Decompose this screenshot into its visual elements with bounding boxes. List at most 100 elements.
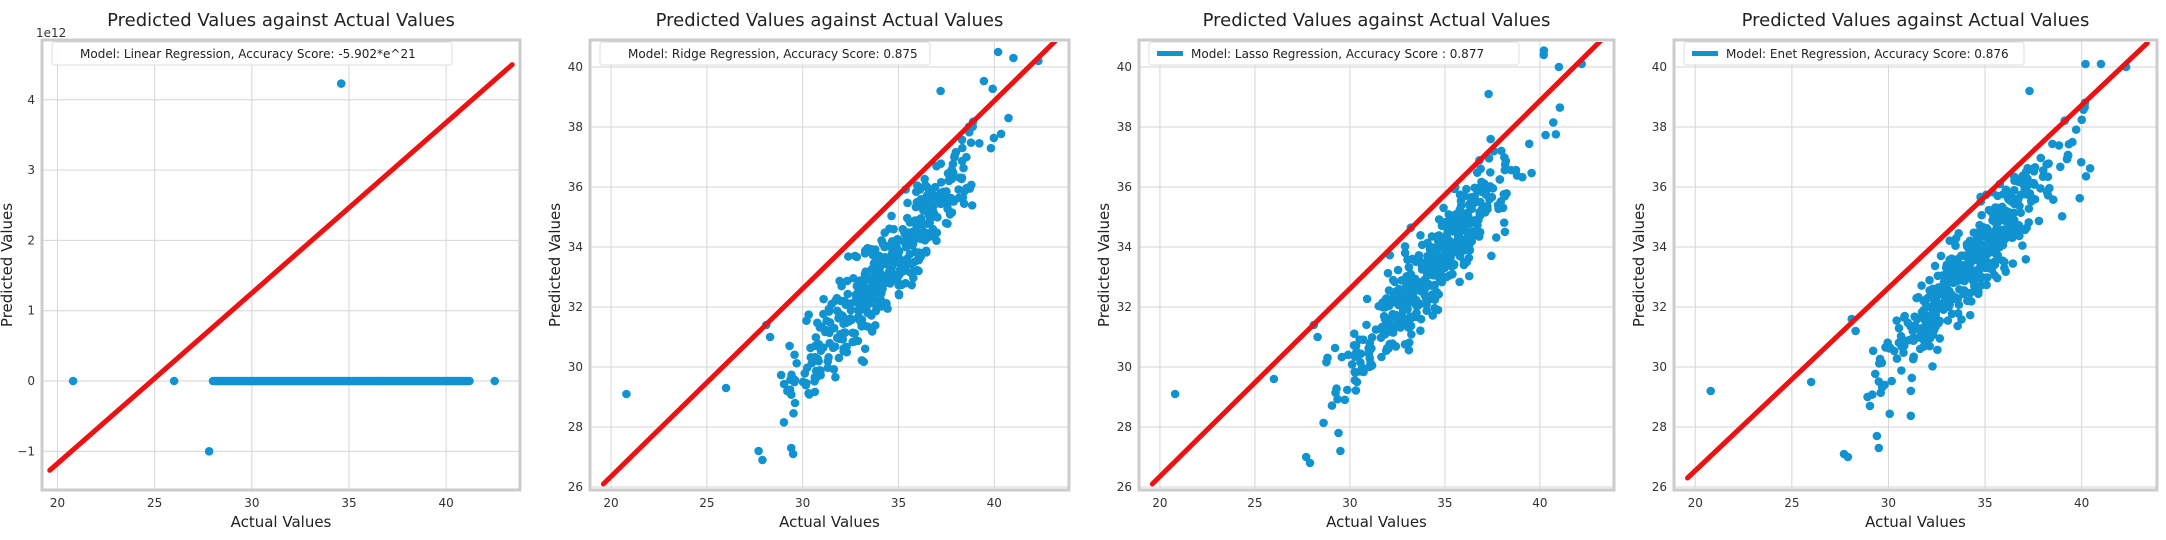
y-tick-label: 26 — [1652, 480, 1667, 494]
data-point — [852, 252, 862, 262]
data-point — [930, 182, 940, 192]
data-point — [1488, 183, 1498, 193]
data-point — [868, 250, 878, 260]
data-point — [1524, 139, 1534, 149]
data-point — [2010, 226, 2020, 236]
data-point — [819, 309, 828, 319]
data-point — [2000, 263, 2009, 273]
data-point — [1305, 458, 1315, 468]
data-point — [936, 159, 946, 169]
data-point — [1500, 227, 1510, 237]
data-point — [863, 322, 873, 331]
data-point — [1500, 165, 1510, 175]
x-tick-label: 25 — [699, 496, 714, 510]
legend-box — [51, 41, 453, 66]
data-point — [837, 281, 846, 291]
data-point — [169, 376, 179, 386]
data-point — [785, 341, 794, 351]
data-point — [842, 342, 851, 352]
data-point — [1970, 272, 1980, 282]
data-point — [1170, 389, 1180, 399]
data-point — [1453, 240, 1462, 249]
data-point — [1498, 203, 1508, 213]
fit-line — [1685, 42, 2150, 481]
data-point — [1917, 281, 1926, 290]
data-point — [1442, 272, 1451, 282]
data-point — [1908, 354, 1918, 364]
data-point — [1351, 386, 1361, 395]
x-tick-label: 20 — [1152, 496, 1167, 510]
data-point — [916, 214, 926, 223]
data-point — [887, 211, 896, 221]
data-point — [1400, 242, 1410, 251]
data-point — [1943, 316, 1953, 325]
data-point — [2019, 179, 2028, 189]
data-point — [847, 315, 857, 325]
data-point — [986, 143, 996, 153]
data-point — [1908, 326, 1918, 336]
data-point — [2018, 241, 2027, 250]
data-point — [975, 139, 984, 148]
data-point — [1974, 232, 1984, 242]
data-point — [988, 84, 997, 94]
chart-title: Predicted Values against Actual Values — [107, 10, 455, 31]
data-point — [1970, 281, 1979, 291]
data-point — [1899, 341, 1909, 351]
data-point — [1843, 452, 1853, 462]
data-point — [1416, 326, 1425, 335]
y-tick-label: 0 — [27, 374, 35, 388]
data-point — [1428, 243, 1437, 252]
data-point — [877, 302, 886, 311]
data-point — [1392, 291, 1401, 301]
data-point — [1330, 343, 1340, 353]
data-point — [1885, 343, 1895, 353]
data-point — [922, 191, 932, 200]
data-point — [1982, 280, 1991, 290]
data-point — [1912, 293, 1921, 303]
data-point — [859, 357, 869, 367]
data-point — [2021, 167, 2031, 177]
y-tick-label: 34 — [1117, 240, 1132, 254]
chart-title: Predicted Values against Actual Values — [1203, 10, 1551, 31]
data-point — [901, 278, 910, 288]
data-point — [2002, 217, 2011, 227]
fit-line — [47, 62, 515, 473]
data-point — [1343, 350, 1353, 360]
chart-panel-2: 20 25 30 35 40 26 28 30 32 34 36 38 40 Predicted Valu… — [546, 10, 1071, 531]
data-point — [1352, 377, 1362, 387]
data-point — [1313, 332, 1322, 342]
data-point — [1388, 328, 1398, 337]
data-point — [993, 47, 1003, 57]
data-point — [1977, 210, 1986, 220]
data-point — [68, 376, 78, 386]
data-point — [926, 201, 935, 211]
data-point — [1357, 366, 1367, 375]
data-point — [887, 237, 897, 246]
data-point — [1874, 359, 1884, 368]
data-point — [1487, 251, 1496, 261]
data-point — [1479, 179, 1489, 188]
data-point — [1990, 206, 2000, 215]
data-point — [2057, 212, 2067, 221]
data-point — [1918, 334, 1927, 344]
data-point — [1897, 366, 1906, 375]
data-point — [1551, 129, 1561, 139]
data-point — [1407, 330, 1416, 339]
y-tick-label: 34 — [568, 240, 583, 254]
data-point — [1986, 233, 1996, 243]
data-point — [1398, 313, 1408, 322]
data-point — [1806, 377, 1816, 387]
data-point — [1401, 305, 1411, 314]
data-point — [1907, 334, 1917, 344]
data-point — [1456, 223, 1466, 233]
data-point — [1885, 409, 1895, 419]
data-point — [1474, 232, 1484, 241]
data-point — [2071, 125, 2081, 134]
data-point — [914, 255, 924, 265]
plot-frame — [40, 38, 522, 492]
data-point — [1423, 271, 1433, 280]
data-point — [948, 168, 958, 177]
data-point — [1506, 165, 1516, 175]
data-point — [1349, 329, 1359, 338]
data-point — [1906, 411, 1916, 421]
